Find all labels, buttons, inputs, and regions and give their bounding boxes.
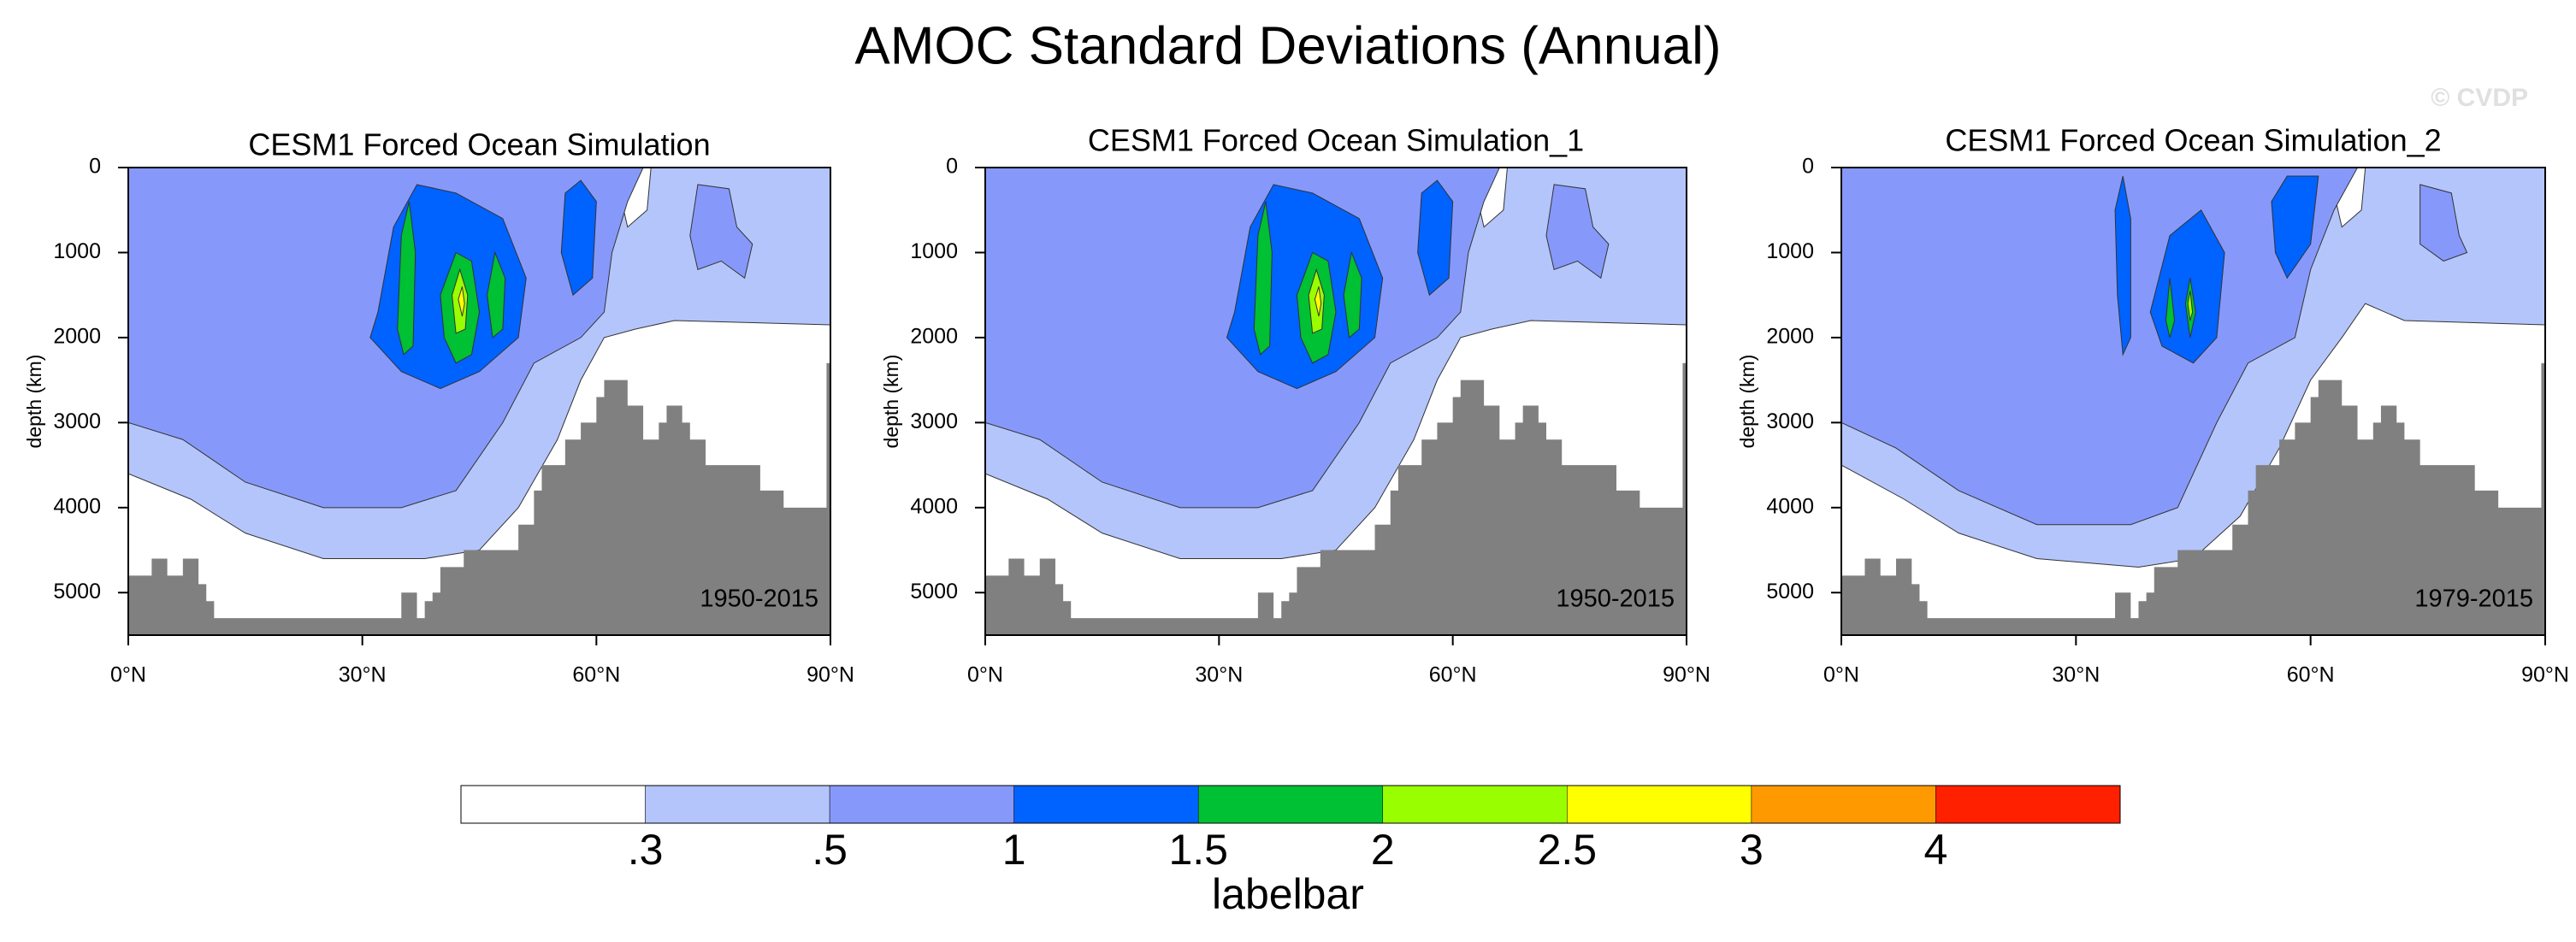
x-tick-label: 60°N <box>1429 663 1477 687</box>
plot-frame <box>984 167 1687 636</box>
y-tick-label: 4000 <box>910 494 958 518</box>
x-tick-label: 60°N <box>572 663 620 687</box>
plot-frame <box>127 167 831 636</box>
labelbar-box <box>1197 785 1384 824</box>
x-tick-label: 90°N <box>1663 663 1710 687</box>
y-tick-label: 5000 <box>1766 580 1814 603</box>
panel-title: CESM1 Forced Ocean Simulation_1 <box>1088 123 1584 158</box>
y-tick-label: 1000 <box>53 239 101 263</box>
y-tick-label: 3000 <box>1766 409 1814 433</box>
labelbar-box <box>645 785 830 824</box>
x-tick-label: 30°N <box>1195 663 1243 687</box>
y-axis-label: depth (km) <box>880 355 902 449</box>
plot-frame <box>1840 167 2546 636</box>
panel-title: CESM1 Forced Ocean Simulation <box>248 127 710 162</box>
labelbar-label: .5 <box>812 826 848 874</box>
y-tick-label: 4000 <box>1766 494 1814 518</box>
y-tick-label: 4000 <box>53 494 101 518</box>
labelbar-box <box>1013 785 1199 824</box>
labelbar-label: 1.5 <box>1168 826 1228 874</box>
labelbar-box <box>460 785 646 824</box>
labelbar-box <box>1935 785 2121 824</box>
labelbar-frame <box>460 785 2121 824</box>
y-tick-label: 5000 <box>910 580 958 603</box>
y-axis-label: depth (km) <box>1736 355 1758 449</box>
annotation: 1979-2015 <box>2414 586 2533 613</box>
panel-title: CESM1 Forced Ocean Simulation_2 <box>1945 123 2441 158</box>
labelbar-box <box>1382 785 1568 824</box>
labelbar-label: 2.5 <box>1538 826 1598 874</box>
y-tick-label: 2000 <box>910 325 958 349</box>
labelbar-label: 1 <box>1002 826 1026 874</box>
labelbar-box <box>1567 785 1752 824</box>
x-tick-label: 30°N <box>339 663 387 687</box>
y-tick-label: 3000 <box>53 409 101 433</box>
x-tick-label: 90°N <box>806 663 854 687</box>
annotation: 1950-2015 <box>700 586 818 613</box>
y-tick-label: 2000 <box>53 325 101 349</box>
x-tick-label: 0°N <box>110 663 146 687</box>
y-tick-label: 0 <box>89 155 101 179</box>
y-tick-label: 0 <box>946 155 958 179</box>
y-tick-label: 0 <box>1802 155 1814 179</box>
labelbar-label: 2 <box>1371 826 1395 874</box>
x-tick-label: 60°N <box>2287 663 2335 687</box>
labelbar-label: .3 <box>628 826 664 874</box>
x-tick-label: 90°N <box>2521 663 2569 687</box>
watermark: © CVDP <box>2431 84 2528 112</box>
y-tick-label: 1000 <box>910 239 958 263</box>
x-tick-label: 0°N <box>967 663 1003 687</box>
labelbar-box <box>1751 785 1936 824</box>
y-tick-label: 3000 <box>910 409 958 433</box>
annotation: 1950-2015 <box>1556 586 1675 613</box>
figure-title: AMOC Standard Deviations (Annual) <box>854 16 1721 75</box>
y-tick-label: 2000 <box>1766 325 1814 349</box>
labelbar-title: labelbar <box>1212 870 1364 918</box>
x-tick-label: 30°N <box>2052 663 2100 687</box>
y-tick-label: 1000 <box>1766 239 1814 263</box>
labelbar-label: 3 <box>1740 826 1764 874</box>
labelbar-box <box>829 785 1014 824</box>
y-tick-label: 5000 <box>53 580 101 603</box>
x-tick-label: 0°N <box>1823 663 1859 687</box>
y-axis-label: depth (km) <box>23 355 45 449</box>
labelbar-label: 4 <box>1924 826 1948 874</box>
